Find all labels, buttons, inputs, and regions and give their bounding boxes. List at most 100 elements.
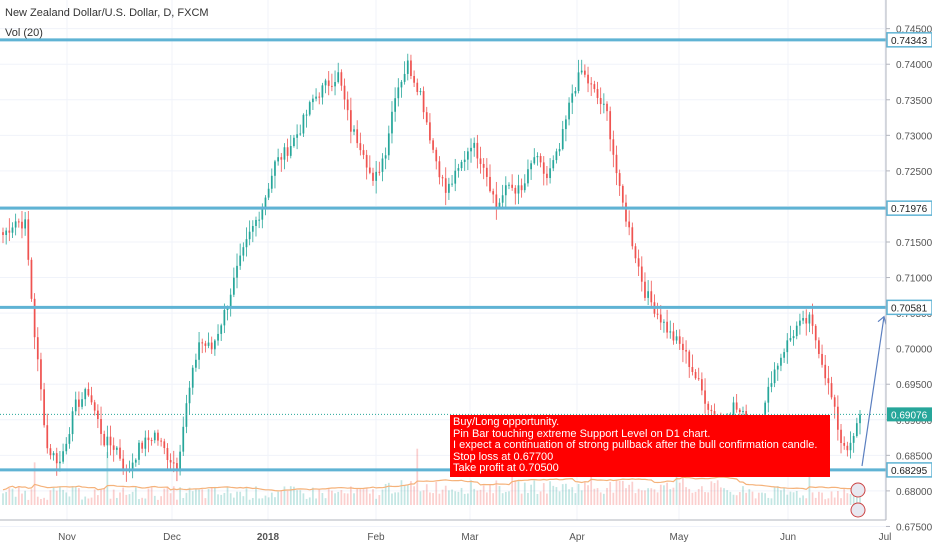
flag-icon: [850, 502, 866, 518]
volume-bar: [356, 488, 359, 505]
candle: [602, 93, 605, 114]
candle: [346, 91, 349, 121]
volume-bar: [827, 498, 830, 505]
candle: [501, 184, 504, 208]
volume-bar: [707, 492, 710, 505]
candle: [558, 143, 561, 156]
volume-bar: [267, 497, 270, 505]
candle: [783, 348, 785, 363]
price-tick-label: 0.73000: [896, 131, 932, 142]
volume-bar: [501, 493, 504, 505]
last-price-label: 0.69076: [887, 407, 932, 422]
volume-bar: [131, 491, 134, 505]
volume-bar: [599, 492, 602, 505]
candle: [577, 59, 580, 94]
volume-bar: [536, 493, 539, 505]
volume-bar: [185, 492, 188, 505]
candle: [312, 94, 314, 110]
annotation-line: Stop loss at 0.67700: [453, 450, 554, 463]
volume-bar: [416, 448, 419, 505]
candle: [160, 437, 162, 447]
volume-bar: [640, 490, 643, 505]
volume-bar: [274, 497, 276, 505]
candle: [248, 220, 251, 246]
volume-bar: [650, 488, 653, 505]
volume-bar: [454, 491, 457, 505]
candle: [403, 61, 406, 85]
candle: [81, 392, 83, 410]
volume-bar: [533, 480, 536, 505]
candle: [530, 160, 532, 180]
volume-bar: [593, 488, 596, 505]
candle: [795, 321, 798, 340]
volume-bar: [751, 491, 754, 505]
candle: [675, 329, 678, 344]
candle: [830, 376, 833, 400]
candle: [356, 120, 359, 148]
volume-bar: [830, 491, 833, 505]
volume-bar: [473, 488, 476, 505]
candle: [580, 59, 583, 75]
price-tick-label: 0.67500: [896, 522, 932, 533]
volume-bar: [742, 486, 744, 505]
volume-bar: [210, 487, 213, 505]
volume-bar: [495, 480, 498, 505]
candle: [429, 113, 431, 144]
volume-bar: [723, 488, 725, 505]
volume-bar: [394, 492, 396, 505]
volume-bar: [659, 484, 662, 505]
volume-bar: [792, 492, 795, 505]
volume-bar: [340, 490, 343, 505]
candle: [438, 156, 441, 185]
price-tick-label: 0.72500: [896, 167, 932, 178]
time-tick-label: Apr: [569, 532, 585, 543]
volume-bar: [606, 487, 608, 505]
candle: [78, 391, 80, 416]
candle: [789, 325, 792, 342]
volume-bar: [691, 492, 694, 505]
trade-idea-annotation: Buy/Long opportunity. Pin Bar touching e…: [450, 415, 830, 477]
volume-bar: [565, 483, 567, 505]
candle: [283, 143, 286, 170]
candle: [565, 115, 567, 142]
volume-bar: [435, 481, 438, 505]
volume-bar: [302, 493, 305, 505]
volume-bar: [814, 497, 817, 505]
time-tick-label: Feb: [367, 532, 385, 543]
candle: [470, 138, 472, 163]
volume-bar: [387, 482, 390, 505]
candle: [666, 309, 668, 339]
candle: [473, 137, 476, 157]
candle: [539, 153, 542, 168]
volume-bar: [40, 499, 42, 505]
volume-bar: [312, 487, 314, 505]
volume-bar: [767, 497, 770, 505]
volume-bar: [217, 494, 219, 505]
volume-bar: [172, 486, 175, 505]
volume-bar: [299, 490, 302, 505]
volume-bar: [713, 483, 716, 505]
candle: [270, 168, 273, 193]
volume-bar: [318, 489, 321, 505]
volume-bar: [852, 494, 855, 505]
volume-bar: [764, 493, 766, 505]
candle: [476, 134, 479, 169]
candle: [188, 381, 191, 415]
candle: [232, 267, 235, 298]
volume-bar: [448, 490, 450, 505]
volume-bar: [125, 494, 128, 505]
volume-bar: [460, 487, 463, 505]
candle: [644, 272, 646, 301]
candle: [425, 106, 428, 125]
candle: [514, 185, 517, 205]
candle: [606, 101, 608, 121]
candle: [119, 439, 121, 461]
volume-bar: [397, 492, 400, 505]
volume-bar: [748, 489, 751, 505]
candle: [353, 125, 355, 136]
volume-bar: [141, 497, 144, 505]
candle: [340, 69, 343, 91]
candle: [552, 155, 555, 172]
candle: [523, 174, 526, 193]
volume-bar: [685, 487, 687, 505]
